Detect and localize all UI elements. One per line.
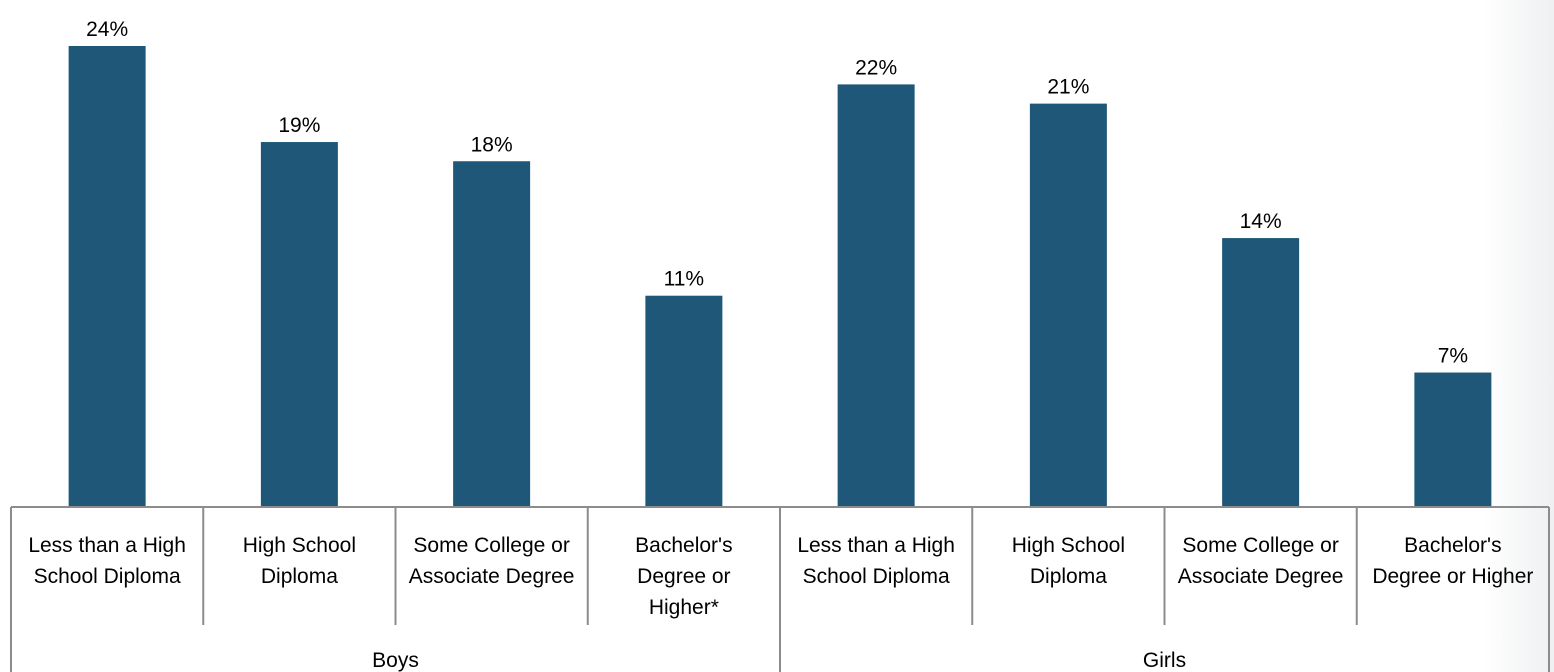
category-label-line: Some College or	[413, 534, 569, 557]
bar	[260, 142, 338, 507]
category-label-line: Degree or Higher	[1372, 565, 1533, 588]
category-label: Bachelor's Degree or Higher	[1372, 534, 1533, 588]
data-label: 7%	[1438, 345, 1468, 368]
group-label: Girls	[1143, 649, 1186, 672]
category-label-line: Bachelor's	[1404, 534, 1501, 557]
bar	[1029, 103, 1107, 507]
category-label-line: Degree or	[637, 565, 730, 588]
category-label-line: Associate Degree	[409, 565, 575, 588]
category-label-line: Diploma	[261, 565, 338, 588]
category-label: High School Diploma	[243, 534, 356, 588]
category-label: Bachelor's Degree or Higher*	[635, 534, 732, 619]
category-label-line: School Diploma	[803, 565, 950, 588]
edge-shade	[1484, 0, 1554, 672]
bar	[1222, 238, 1300, 508]
data-label: 18%	[471, 133, 513, 156]
category-label-line: High School	[1012, 534, 1125, 557]
category-label-line: Diploma	[1030, 565, 1107, 588]
data-label: 21%	[1047, 76, 1089, 99]
data-label: 24%	[86, 18, 128, 41]
bar	[68, 46, 146, 507]
bar	[453, 161, 531, 507]
bar	[837, 84, 915, 508]
data-label: 11%	[664, 268, 704, 291]
category-label: Less than a High School Diploma	[28, 534, 186, 588]
data-label: 14%	[1240, 210, 1282, 233]
category-label-line: High School	[243, 534, 356, 557]
category-label-line: Associate Degree	[1178, 565, 1344, 588]
category-label-line: Some College or	[1182, 534, 1338, 557]
bar	[645, 295, 723, 507]
category-label: High School Diploma	[1012, 534, 1125, 588]
bar	[1414, 372, 1492, 507]
category-label-line: Bachelor's	[635, 534, 732, 557]
category-label: Some College or Associate Degree	[1178, 534, 1344, 588]
category-label: Some College or Associate Degree	[409, 534, 575, 588]
group-label: Boys	[372, 649, 419, 672]
category-label-line: Less than a High	[28, 534, 186, 557]
data-label: 19%	[278, 114, 320, 137]
category-label-line: School Diploma	[34, 565, 181, 588]
category-label-line: Less than a High	[797, 534, 955, 557]
category-label: Less than a High School Diploma	[797, 534, 955, 588]
category-label-line: Higher*	[649, 596, 719, 619]
data-label: 22%	[855, 56, 897, 79]
